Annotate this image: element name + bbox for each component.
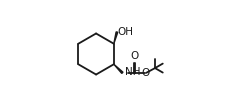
Polygon shape xyxy=(114,64,123,73)
Text: OH: OH xyxy=(118,27,134,37)
Text: O: O xyxy=(141,68,149,78)
Text: NH: NH xyxy=(125,67,140,77)
Polygon shape xyxy=(114,32,118,44)
Text: O: O xyxy=(130,51,139,61)
